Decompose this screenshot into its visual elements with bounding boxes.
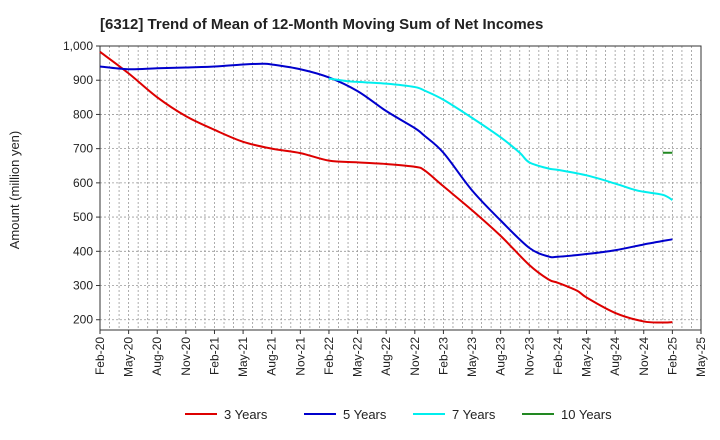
y-tick-label: 400: [73, 244, 93, 258]
x-tick-label: Nov-21: [293, 337, 307, 376]
y-tick-label: 200: [73, 313, 93, 327]
x-tick-label: Feb-25: [665, 337, 679, 375]
series-line-7-years: [328, 77, 673, 201]
y-tick-label: 800: [73, 107, 93, 121]
series-line-5-years: [99, 62, 673, 259]
grid: [99, 45, 702, 330]
y-axis-ticks: 200 300 400 500 600 700 800 900 1,000: [63, 39, 100, 327]
x-tick-label: May-21: [236, 337, 250, 377]
x-tick-label: Aug-22: [379, 337, 393, 376]
legend-label-10-years: 10 Years: [561, 407, 612, 422]
x-tick-label: Aug-21: [265, 337, 279, 376]
x-tick-label: May-23: [465, 337, 479, 377]
x-tick-label: May-20: [122, 337, 136, 377]
x-tick-label: Aug-24: [608, 337, 622, 376]
x-tick-label: Feb-20: [93, 337, 107, 375]
y-tick-label: 300: [73, 279, 93, 293]
x-tick-label: Aug-23: [494, 337, 508, 376]
legend-label-7-years: 7 Years: [452, 407, 496, 422]
x-tick-label: Aug-20: [150, 337, 164, 376]
x-tick-label: Nov-22: [408, 337, 422, 376]
x-tick-label: May-22: [351, 337, 365, 377]
y-tick-label: 1,000: [63, 39, 93, 53]
x-tick-label: Feb-21: [207, 337, 221, 375]
x-tick-label: Feb-24: [551, 337, 565, 375]
x-axis-ticks: Feb-20 May-20 Aug-20 Nov-20 Feb-21 May-21 Aug-…: [93, 330, 708, 377]
x-tick-label: Nov-24: [637, 337, 651, 376]
y-tick-label: 500: [73, 210, 93, 224]
y-tick-label: 900: [73, 73, 93, 87]
series-layer: [99, 51, 673, 324]
y-tick-label: 600: [73, 176, 93, 190]
x-tick-label: May-24: [580, 337, 594, 377]
y-axis-title: Amount (million yen): [7, 131, 22, 250]
chart-title: [6312] Trend of Mean of 12-Month Moving …: [100, 16, 543, 33]
x-tick-label: Nov-23: [522, 337, 536, 376]
plot-area: [99, 45, 702, 331]
x-tick-label: Feb-22: [322, 337, 336, 375]
legend-label-3-years: 3 Years: [224, 407, 268, 422]
x-tick-label: Feb-23: [436, 337, 450, 375]
legend-label-5-years: 5 Years: [343, 407, 387, 422]
x-tick-label: May-25: [694, 337, 708, 377]
x-tick-label: Nov-20: [179, 337, 193, 376]
legend: 3 Years 5 Years 7 Years 10 Years: [185, 407, 612, 422]
series-line-3-years: [99, 51, 673, 324]
y-tick-label: 700: [73, 142, 93, 156]
